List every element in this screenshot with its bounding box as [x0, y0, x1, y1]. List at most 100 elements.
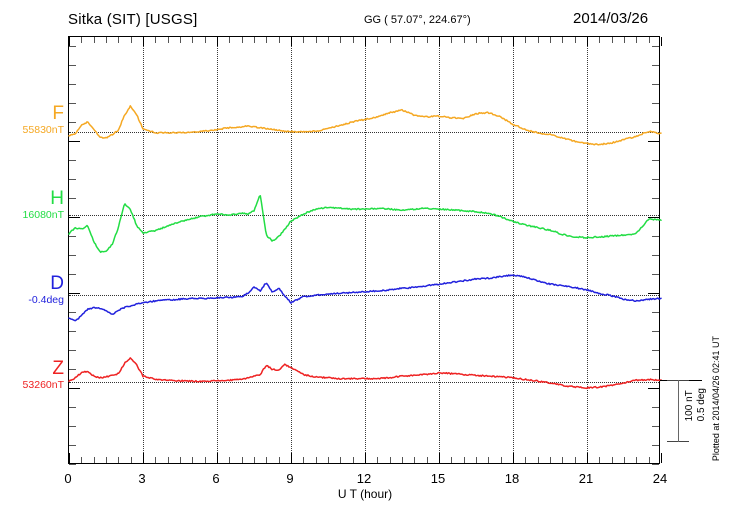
axis-tick-bottom [328, 457, 329, 463]
axis-tick-left [69, 312, 76, 313]
axis-tick-left [69, 103, 76, 104]
axis-tick-right [652, 312, 659, 313]
axis-tick-top [340, 37, 342, 43]
axis-tick-bottom [574, 457, 576, 463]
axis-tick-top [93, 37, 95, 43]
axis-tick-bottom [106, 457, 107, 463]
axis-tick-right [648, 293, 659, 294]
axis-tick-bottom [130, 457, 132, 463]
axis-tick-bottom [192, 457, 194, 463]
axis-tick-top [599, 37, 601, 43]
component-label-h: H 16080nT [2, 189, 64, 221]
axis-tick-bottom [611, 457, 613, 463]
axis-tick-top [377, 37, 379, 43]
axis-tick-top [143, 37, 144, 46]
gridline-vertical [513, 37, 514, 463]
axis-tick-right [652, 236, 659, 237]
axis-tick-top [81, 37, 83, 43]
x-tick-label-15: 15 [430, 471, 446, 486]
component-value-z: 53260nT [22, 379, 64, 391]
axis-tick-left [69, 445, 76, 446]
axis-tick-top [513, 37, 514, 46]
axis-tick-bottom [587, 453, 588, 463]
x-tick-label-0: 0 [64, 471, 72, 486]
date-label: 2014/03/26 [573, 10, 649, 27]
axis-tick-bottom [488, 457, 490, 463]
gridline-vertical [365, 37, 366, 463]
axis-tick-right [652, 331, 659, 332]
axis-tick-bottom [451, 457, 453, 463]
axis-tick-left [69, 122, 76, 123]
axis-tick-left [69, 217, 80, 218]
axis-tick-left [69, 179, 76, 180]
axis-tick-left [69, 84, 76, 85]
axis-tick-bottom [624, 457, 625, 463]
axis-tick-left [69, 331, 76, 332]
axis-tick-top [537, 37, 539, 43]
axis-tick-bottom [648, 457, 650, 463]
axis-tick-bottom [229, 457, 231, 463]
axis-tick-top [266, 37, 268, 43]
component-symbol-d: D [50, 273, 64, 294]
axis-tick-left [69, 293, 80, 294]
axis-tick-top [303, 37, 305, 43]
axis-tick-left [69, 65, 76, 66]
axis-tick-right [652, 350, 659, 351]
component-label-z: Z 53260nT [2, 359, 64, 391]
component-value-f: 55830nT [22, 124, 64, 136]
axis-tick-right [652, 160, 659, 161]
axis-tick-top [278, 37, 280, 43]
axis-tick-bottom [118, 457, 120, 463]
gridline-vertical [291, 37, 292, 463]
component-symbol-z: Z [52, 358, 64, 379]
axis-tick-bottom [525, 457, 527, 463]
x-tick-label-9: 9 [286, 471, 294, 486]
axis-tick-left [69, 255, 76, 256]
axis-tick-bottom [599, 457, 601, 463]
axis-tick-top [624, 37, 625, 43]
gridline-vertical [587, 37, 588, 463]
scale-bar-labels: 100 nT 0.5 deg [684, 388, 708, 421]
axis-tick-top [389, 37, 391, 43]
axis-tick-right [648, 141, 659, 142]
baseline-h [69, 215, 659, 216]
x-tick-label-18: 18 [504, 471, 520, 486]
trace-h [68, 195, 662, 254]
axis-tick-bottom [513, 453, 514, 463]
gridline-vertical [217, 37, 218, 463]
axis-tick-left [69, 46, 76, 47]
axis-tick-left [69, 388, 80, 389]
axis-tick-top [636, 37, 638, 43]
axis-tick-right [648, 217, 659, 218]
gridline-vertical [439, 37, 440, 463]
axis-tick-bottom [661, 453, 662, 463]
axis-tick-top [118, 37, 120, 43]
axis-tick-bottom [562, 457, 564, 463]
axis-tick-left [69, 369, 76, 370]
axis-tick-left [69, 464, 76, 465]
axis-tick-left [69, 407, 76, 408]
axis-tick-left [69, 426, 76, 427]
x-tick-label-21: 21 [578, 471, 594, 486]
axis-tick-top [130, 37, 132, 43]
axis-tick-bottom [93, 457, 95, 463]
axis-tick-bottom [167, 457, 169, 463]
baseline-d [69, 295, 659, 296]
baseline-f [69, 132, 659, 133]
axis-tick-right [652, 84, 659, 85]
axis-tick-left [69, 141, 80, 142]
axis-tick-top [315, 37, 317, 43]
component-symbol-f: F [52, 103, 64, 124]
page-title: Sitka (SIT) [USGS] [68, 11, 198, 28]
axis-tick-bottom [278, 457, 280, 463]
axis-tick-top [463, 37, 465, 43]
axis-tick-right [652, 464, 659, 465]
scale-deg-label: 0.5 deg [696, 388, 707, 422]
axis-tick-top [254, 37, 255, 43]
axis-tick-top [352, 37, 354, 43]
x-tick-label-12: 12 [356, 471, 372, 486]
axis-tick-top [217, 37, 218, 46]
axis-tick-right [652, 122, 659, 123]
axis-tick-top [204, 37, 206, 43]
